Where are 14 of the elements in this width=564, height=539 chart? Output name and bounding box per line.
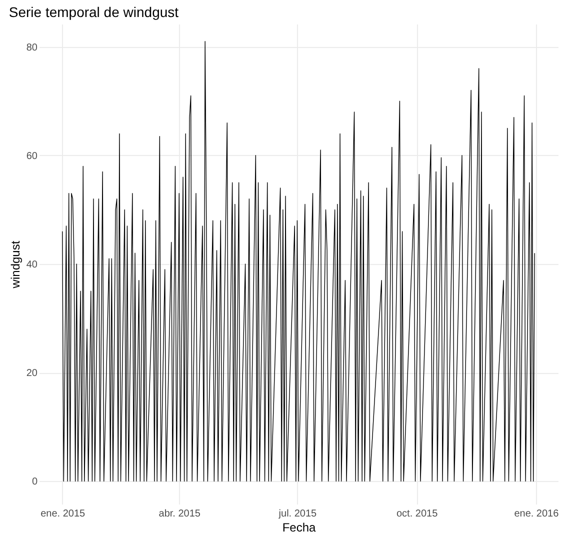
y-axis-title: windgust (8, 240, 22, 290)
y-tick-label: 60 (26, 150, 38, 162)
line-series (62, 41, 535, 482)
x-tick-label: abr. 2015 (158, 508, 201, 520)
x-tick-label: oct. 2015 (396, 508, 438, 520)
x-axis-title: Fecha (282, 520, 316, 534)
y-tick-label: 80 (26, 42, 38, 54)
x-tick-label: jul. 2015 (278, 508, 318, 520)
x-tick-label: ene. 2016 (514, 508, 560, 520)
x-tick-label: ene. 2015 (40, 508, 86, 520)
y-tick-label: 20 (26, 368, 38, 380)
y-tick-label: 0 (32, 476, 38, 488)
y-tick-label: 40 (26, 260, 38, 270)
chart-title: Serie temporal de windgust (8, 4, 179, 20)
